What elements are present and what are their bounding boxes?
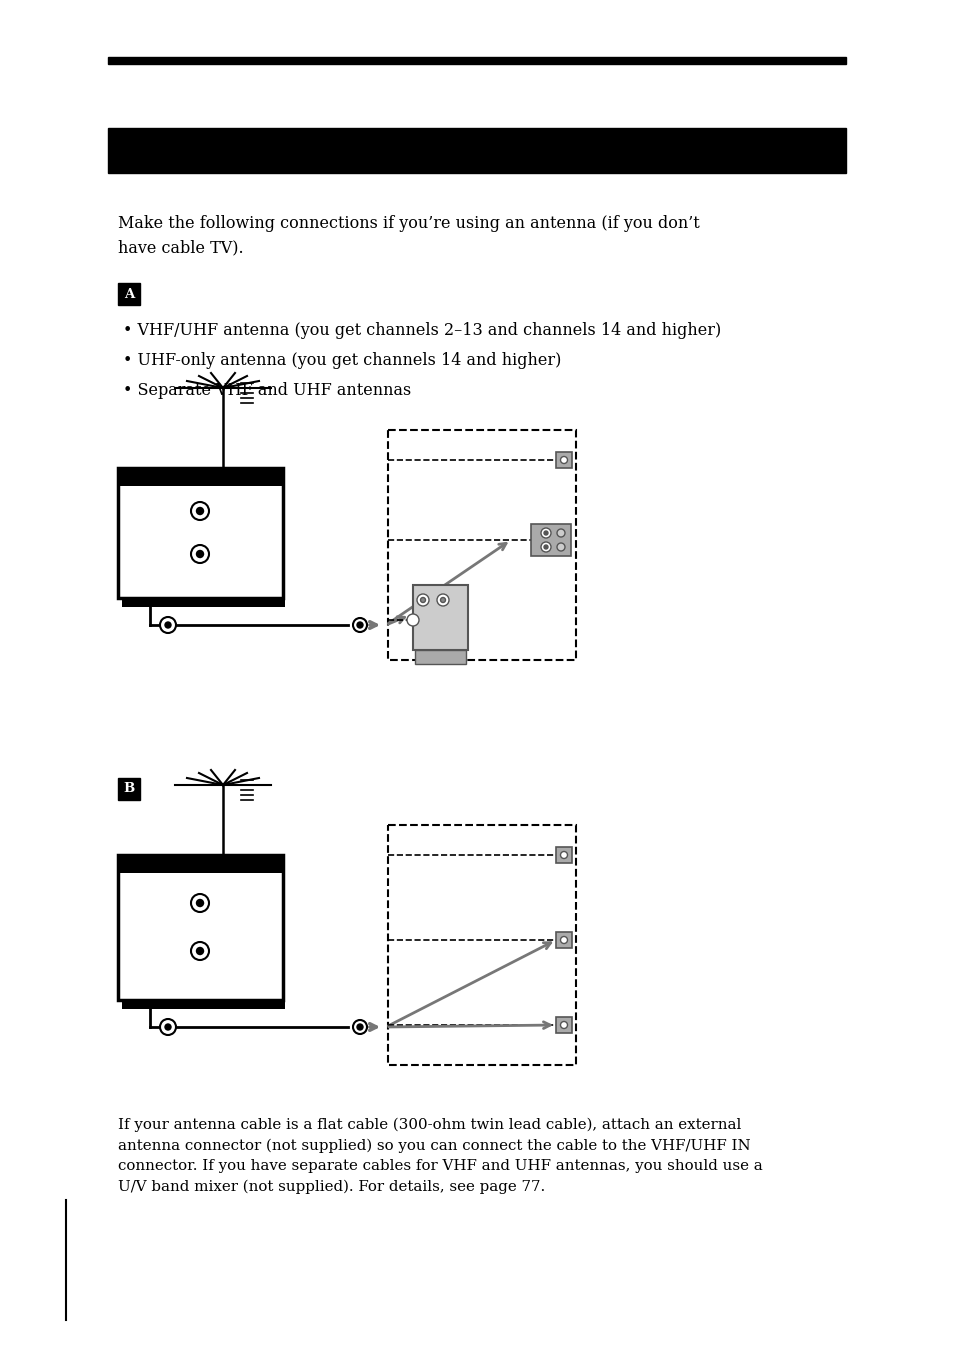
Text: B: B [123, 782, 134, 795]
Circle shape [353, 1020, 367, 1034]
Text: A: A [124, 287, 134, 301]
Circle shape [353, 618, 367, 631]
Bar [118, 855, 283, 1000]
Bar [108, 57, 845, 64]
Circle shape [543, 545, 547, 549]
Circle shape [160, 617, 175, 633]
Circle shape [560, 936, 567, 943]
Text: • UHF-only antenna (you get channels 14 and higher): • UHF-only antenna (you get channels 14 … [123, 352, 560, 369]
Circle shape [557, 528, 564, 537]
Bar [556, 1018, 572, 1033]
Bar [556, 453, 572, 467]
Bar [531, 524, 571, 556]
Bar [415, 650, 465, 664]
Bar [388, 430, 576, 660]
Circle shape [191, 545, 209, 562]
Circle shape [191, 894, 209, 912]
Circle shape [560, 457, 567, 463]
Text: If your antenna cable is a flat cable (300-ohm twin lead cable), attach an exter: If your antenna cable is a flat cable (3… [118, 1118, 762, 1194]
Circle shape [191, 501, 209, 520]
Circle shape [540, 542, 551, 551]
Bar [556, 847, 572, 863]
Bar [118, 778, 140, 799]
Circle shape [165, 622, 171, 627]
Bar [108, 127, 845, 173]
Circle shape [196, 550, 203, 557]
Bar [388, 825, 576, 1065]
Circle shape [356, 622, 363, 627]
Circle shape [356, 1024, 363, 1030]
Circle shape [420, 598, 425, 603]
Bar [118, 855, 283, 873]
Bar [118, 467, 283, 598]
Circle shape [196, 508, 203, 515]
Bar [118, 467, 283, 486]
Circle shape [440, 598, 445, 603]
Circle shape [560, 851, 567, 859]
Bar [122, 1000, 285, 1009]
Circle shape [160, 1019, 175, 1035]
Circle shape [560, 1022, 567, 1028]
Circle shape [416, 593, 429, 606]
Bar [413, 585, 468, 650]
Circle shape [543, 531, 547, 535]
Circle shape [196, 900, 203, 906]
Circle shape [436, 593, 449, 606]
Bar [556, 932, 572, 948]
Circle shape [540, 528, 551, 538]
Circle shape [557, 543, 564, 551]
Circle shape [196, 947, 203, 954]
Bar [122, 598, 285, 607]
Text: • VHF/UHF antenna (you get channels 2–13 and channels 14 and higher): • VHF/UHF antenna (you get channels 2–13… [123, 322, 720, 339]
Text: Make the following connections if you’re using an antenna (if you don’t
have cab: Make the following connections if you’re… [118, 215, 699, 256]
Text: • Separate VHF and UHF antennas: • Separate VHF and UHF antennas [123, 382, 411, 398]
Bar [118, 283, 140, 305]
Circle shape [165, 1024, 171, 1030]
Circle shape [191, 942, 209, 959]
Circle shape [407, 614, 418, 626]
